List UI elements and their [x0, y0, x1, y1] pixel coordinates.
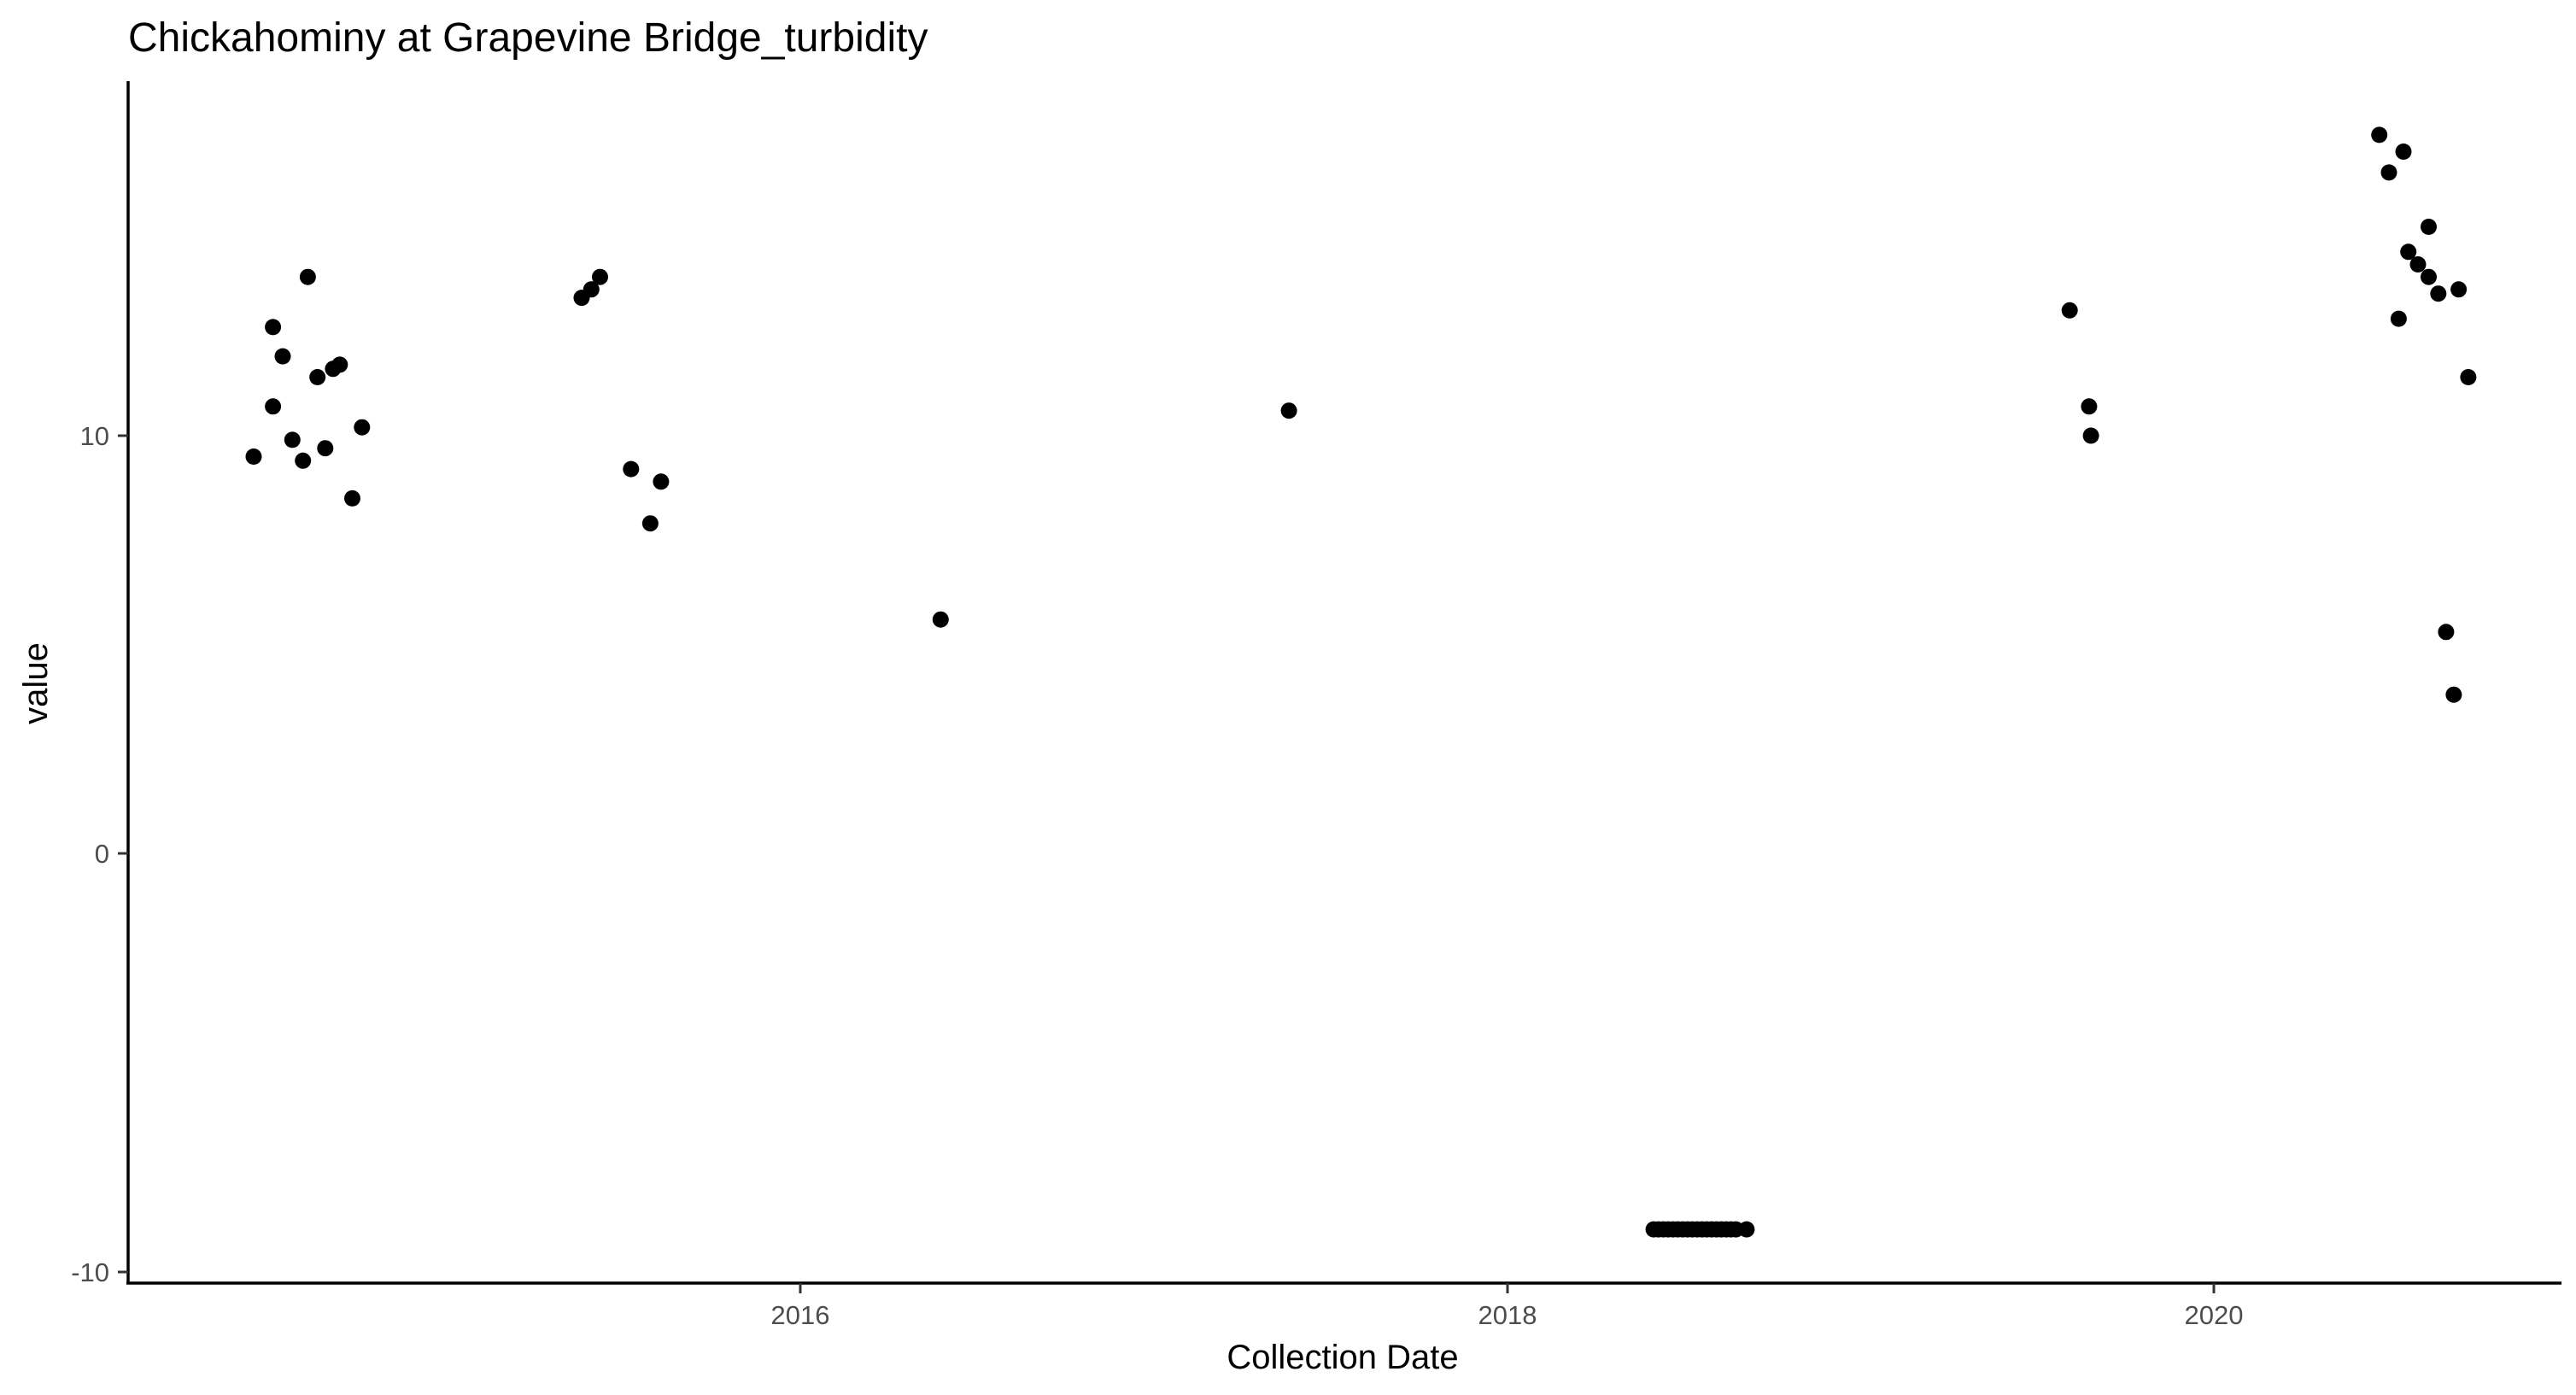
data-point [274, 348, 291, 365]
data-point [284, 431, 301, 448]
data-point [299, 268, 316, 285]
data-point [653, 473, 670, 490]
data-point [2400, 243, 2417, 261]
x-tick-label: 2018 [1478, 1300, 1537, 1330]
y-tick-label: 10 [80, 421, 109, 451]
plot-area [126, 81, 2561, 1285]
data-point [2421, 268, 2437, 285]
data-point [2430, 285, 2447, 302]
data-points [245, 126, 2477, 1238]
x-tick-label: 2016 [771, 1300, 830, 1330]
data-point [2380, 164, 2397, 181]
data-point [317, 440, 334, 457]
data-point [641, 515, 659, 532]
data-point [344, 489, 360, 507]
data-point [295, 452, 312, 469]
x-axis-ticks: 2016 2018 2020 [771, 1283, 2244, 1330]
data-point [265, 319, 282, 336]
data-point [583, 281, 600, 298]
x-axis-title: Collection Date [1227, 1339, 1458, 1376]
data-point [2409, 256, 2427, 273]
x-tick-label: 2020 [2185, 1300, 2244, 1330]
data-point [265, 398, 282, 415]
data-point [2082, 427, 2099, 444]
data-point [592, 268, 608, 285]
data-point [932, 611, 949, 628]
data-point [2450, 281, 2468, 298]
data-point [2445, 686, 2462, 703]
y-axis-ticks: -10 0 10 [71, 421, 128, 1287]
y-axis-title: value [17, 642, 55, 724]
data-point [354, 419, 371, 436]
data-point [2371, 126, 2388, 144]
data-point [2081, 398, 2098, 415]
data-point [2438, 624, 2455, 641]
data-point [623, 460, 640, 478]
data-point [1280, 402, 1297, 419]
data-point [1738, 1221, 1755, 1238]
data-point [2421, 219, 2437, 235]
data-point [2460, 369, 2477, 385]
data-point [245, 448, 262, 465]
data-point [2395, 144, 2412, 160]
data-point [2061, 302, 2078, 319]
data-point [2390, 310, 2407, 327]
data-point [309, 369, 326, 385]
y-tick-label: 0 [95, 839, 109, 869]
data-point [331, 356, 348, 373]
chart-title: Chickahominy at Grapevine Bridge_turbidi… [128, 15, 928, 61]
y-tick-label: -10 [71, 1257, 109, 1287]
